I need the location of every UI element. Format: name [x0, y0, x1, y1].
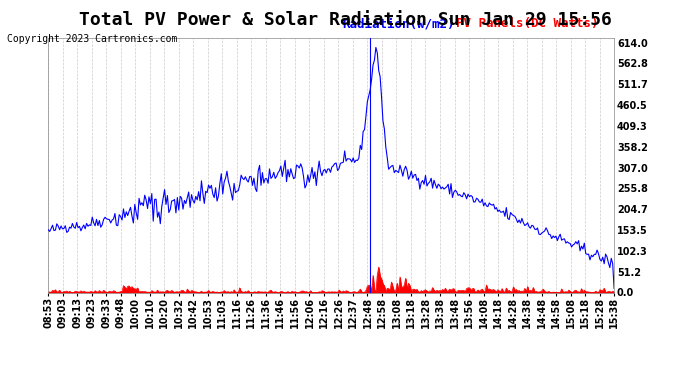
Text: Radiation(w/m2): Radiation(w/m2)	[342, 17, 455, 30]
Text: PV Panels(DC Watts): PV Panels(DC Watts)	[455, 17, 598, 30]
Text: Copyright 2023 Cartronics.com: Copyright 2023 Cartronics.com	[7, 34, 177, 44]
Text: Total PV Power & Solar Radiation Sun Jan 29 15:56: Total PV Power & Solar Radiation Sun Jan…	[79, 11, 611, 29]
